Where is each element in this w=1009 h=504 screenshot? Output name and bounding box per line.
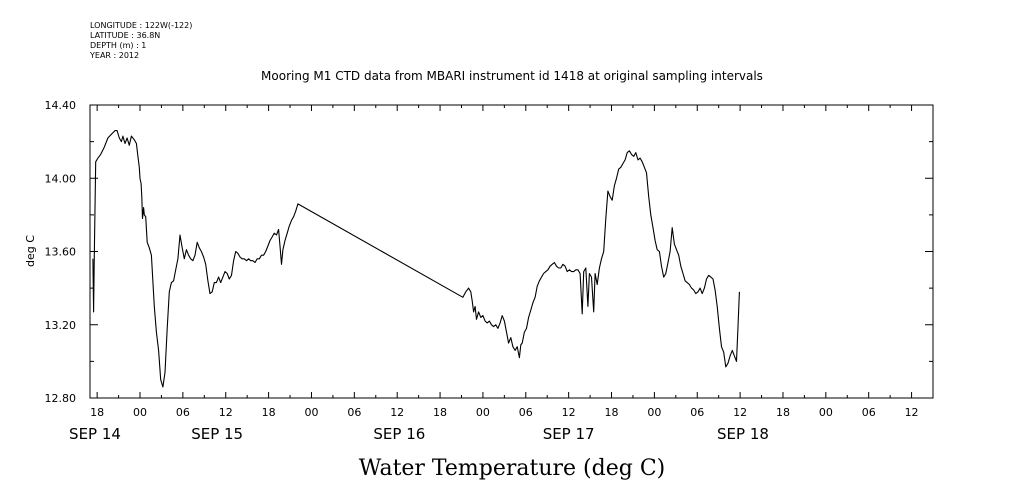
x-tick-label: 12	[905, 406, 919, 419]
metadata-block: LONGITUDE : 122W(-122) LATITUDE : 36.8N …	[90, 21, 192, 61]
x-tick-label: 06	[690, 406, 704, 419]
depth-text: DEPTH (m) : 1	[90, 41, 147, 50]
x-tick-label: 12	[733, 406, 747, 419]
x-axis: 18 00 06 12 18 00 06 12 18 00 06 12 18 00 06 12 18 00 06 12…	[69, 105, 919, 443]
x-tick-label: 12	[390, 406, 404, 419]
plot-frame	[89, 104, 934, 399]
y-tick-label: 14.00	[45, 172, 77, 185]
chart-title: Mooring M1 CTD data from MBARI instrumen…	[261, 69, 763, 83]
x-tick-label: 18	[90, 406, 104, 419]
x-date-label: SEP 14	[69, 425, 121, 443]
x-tick-label: 18	[605, 406, 619, 419]
y-axis: 14.40 14.00 13.60 13.20 12.80	[45, 99, 933, 405]
x-date-label: SEP 15	[191, 425, 243, 443]
x-tick-label: 06	[519, 406, 533, 419]
x-tick-label: 12	[219, 406, 233, 419]
x-tick-label: 06	[347, 406, 361, 419]
x-tick-label: 18	[262, 406, 276, 419]
y-tick-label: 13.60	[45, 246, 77, 259]
x-tick-label: 00	[476, 406, 490, 419]
x-tick-label: 00	[819, 406, 833, 419]
series-line-0	[92, 130, 740, 388]
y-tick-label: 13.20	[45, 319, 77, 332]
x-axis-label: Water Temperature (deg C)	[359, 456, 666, 481]
year-text: YEAR : 2012	[90, 51, 140, 60]
series-group	[92, 130, 740, 388]
x-tick-label: 00	[133, 406, 147, 419]
x-date-label: SEP 17	[543, 425, 595, 443]
x-tick-label: 00	[304, 406, 318, 419]
x-date-label: SEP 18	[717, 425, 769, 443]
latitude-text: LATITUDE : 36.8N	[90, 31, 161, 40]
x-tick-label: 18	[776, 406, 790, 419]
x-tick-label: 06	[862, 406, 876, 419]
x-tick-label: 12	[562, 406, 576, 419]
longitude-text: LONGITUDE : 122W(-122)	[90, 21, 193, 30]
x-tick-label: 18	[433, 406, 447, 419]
x-tick-label: 06	[176, 406, 190, 419]
y-axis-label: deg C	[24, 235, 37, 267]
y-tick-label: 12.80	[45, 392, 77, 405]
y-tick-label: 14.40	[45, 99, 77, 112]
x-tick-label: 00	[647, 406, 661, 419]
x-date-label: SEP 16	[373, 425, 425, 443]
